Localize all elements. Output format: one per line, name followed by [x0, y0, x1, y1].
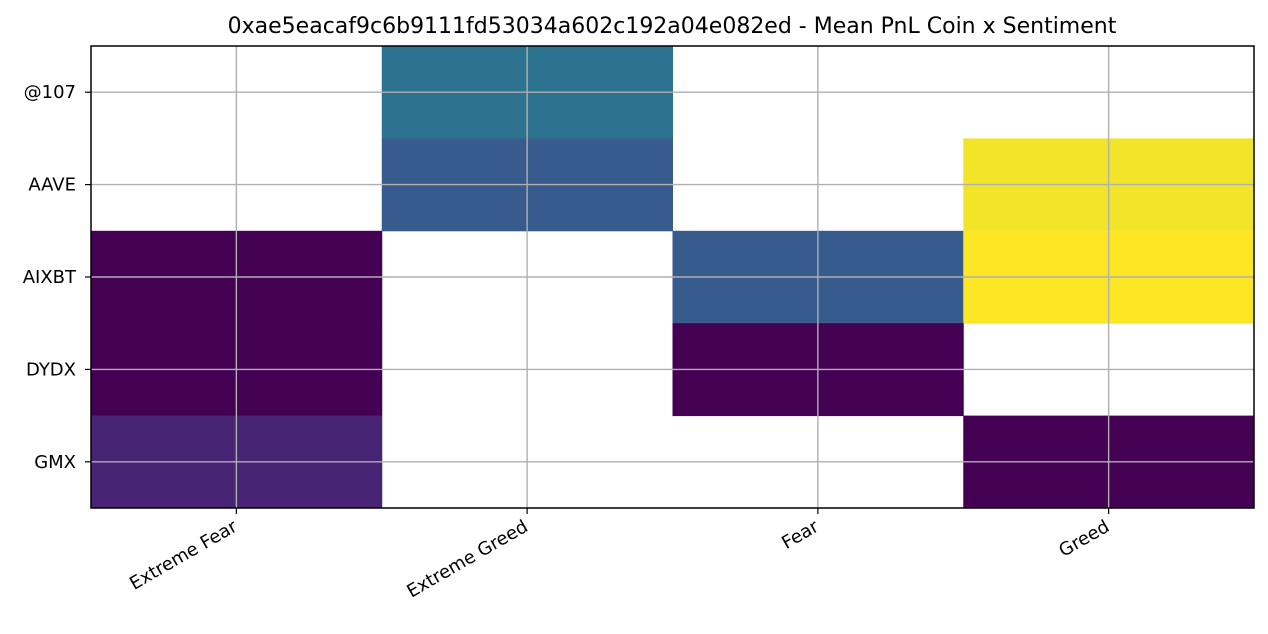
y-tick-label: AIXBT: [23, 267, 77, 288]
y-tick-label: GMX: [34, 452, 76, 473]
x-tick-label: Extreme Greed: [403, 516, 531, 602]
x-tick-label: Extreme Fear: [126, 516, 241, 595]
y-tick-label: AAVE: [28, 175, 76, 196]
y-tick-label: @107: [24, 82, 76, 103]
x-tick-label: Greed: [1055, 516, 1113, 561]
grid-lines: [91, 46, 1254, 508]
chart-title: 0xae5eacaf9c6b9111fd53034a602c192a04e082…: [228, 14, 1117, 39]
x-axis: Extreme Fear Extreme Greed Fear Greed: [126, 508, 1113, 602]
y-tick-label: DYDX: [26, 359, 76, 380]
y-axis: @107 AAVE AIXBT DYDX GMX: [23, 82, 91, 473]
x-tick-label: Fear: [778, 516, 823, 554]
